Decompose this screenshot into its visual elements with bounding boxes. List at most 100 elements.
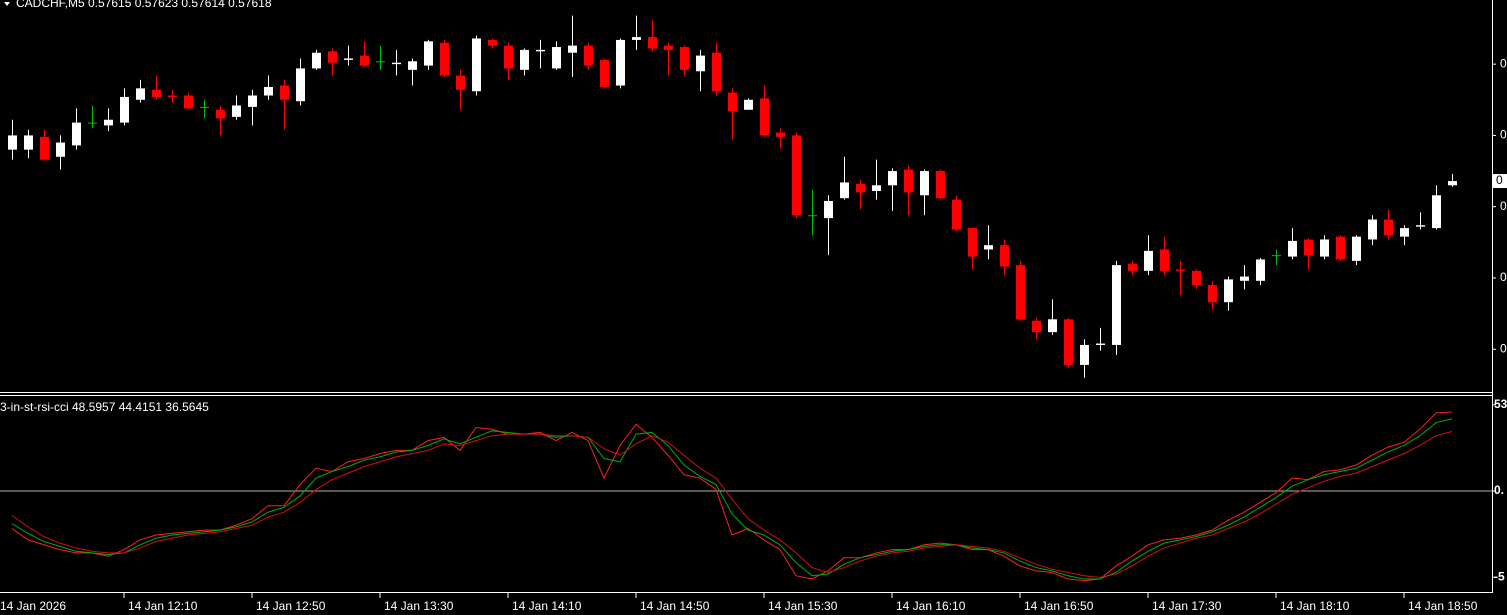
candle-body xyxy=(376,61,385,63)
last-price-box xyxy=(1493,174,1507,189)
indicator-line xyxy=(11,418,1453,580)
candle-body xyxy=(1320,239,1329,257)
candle-body xyxy=(792,135,801,216)
candle-body xyxy=(904,169,913,193)
x-tick-label: 14 Jan 14:10 xyxy=(512,599,582,613)
candle-body xyxy=(1096,343,1105,345)
candle-body xyxy=(744,99,753,110)
candle-body xyxy=(184,95,193,109)
candle-body xyxy=(728,92,737,112)
y-tick-label: 53 xyxy=(1494,397,1507,411)
candle-body xyxy=(600,59,609,87)
candle-body xyxy=(168,95,177,97)
candle-body xyxy=(408,61,417,70)
candle-body xyxy=(264,86,273,96)
candle-body xyxy=(696,55,705,72)
x-tick-label: 14 Jan 2026 xyxy=(0,599,66,613)
y-tick-label: 0 xyxy=(1500,341,1507,355)
candle-body xyxy=(824,200,833,219)
candle-body xyxy=(8,135,17,150)
candle-body xyxy=(1112,265,1121,345)
indicator-line xyxy=(11,411,1453,582)
candle-body xyxy=(664,45,673,50)
candle-body xyxy=(1240,276,1249,281)
candle-body xyxy=(328,51,337,63)
candle-body xyxy=(776,132,785,137)
y-tick-label: 0 xyxy=(1500,128,1507,142)
y-tick-label: 0 xyxy=(1500,199,1507,213)
candle-body xyxy=(1384,219,1393,236)
candle-body xyxy=(120,96,129,123)
candle-body xyxy=(504,45,513,69)
header-arrow xyxy=(4,2,10,6)
candle-body xyxy=(808,215,817,217)
candle-body xyxy=(40,136,49,160)
candle-body xyxy=(1192,270,1201,286)
candle-body xyxy=(24,135,33,150)
candle-body xyxy=(840,182,849,199)
candle-body xyxy=(1128,263,1137,271)
candle-body xyxy=(520,49,529,70)
candle-body xyxy=(568,45,577,53)
candle-body xyxy=(216,109,225,119)
x-tick-label: 14 Jan 17:30 xyxy=(1152,599,1222,613)
candle-body xyxy=(872,185,881,192)
candle-body xyxy=(1048,319,1057,333)
candle-body xyxy=(1272,255,1281,257)
y-tick-label: -5 xyxy=(1494,570,1505,584)
candle-body xyxy=(1080,344,1089,365)
candle-body xyxy=(248,95,257,107)
x-tick-label: 14 Jan 12:10 xyxy=(128,599,198,613)
candle-body xyxy=(232,105,241,117)
candle-body xyxy=(88,122,97,124)
candle-body xyxy=(1416,225,1425,227)
candle-body xyxy=(968,228,977,257)
x-tick-label: 14 Jan 15:30 xyxy=(768,599,838,613)
candle-body xyxy=(856,183,865,193)
candle-body xyxy=(1176,269,1185,271)
candle-body xyxy=(280,85,289,100)
candle-body xyxy=(488,39,497,46)
candle-body xyxy=(920,171,929,196)
x-tick-label: 14 Jan 12:50 xyxy=(256,599,326,613)
candle-body xyxy=(104,119,113,126)
candle-body xyxy=(1160,249,1169,271)
candle-body xyxy=(72,122,81,146)
candle-body xyxy=(616,39,625,86)
candle-body xyxy=(632,37,641,40)
last-price-label: 0 xyxy=(1496,173,1503,187)
candle-body xyxy=(1368,219,1377,240)
candle-body xyxy=(1256,259,1265,281)
candle-body xyxy=(344,58,353,60)
candle-body xyxy=(1288,240,1297,257)
chart-header: CADCHF,M5 0.57615 0.57623 0.57614 0.5761… xyxy=(16,0,272,10)
candle-body xyxy=(1064,319,1073,365)
candle-body xyxy=(1000,245,1009,267)
candle-body xyxy=(1304,239,1313,256)
x-tick-label: 14 Jan 18:50 xyxy=(1408,599,1478,613)
candle-body xyxy=(56,142,65,157)
candle-body xyxy=(552,47,561,69)
candle-body xyxy=(936,171,945,199)
candle-body xyxy=(440,42,449,76)
candle-body xyxy=(1144,250,1153,271)
candle-body xyxy=(680,47,689,70)
candle-body xyxy=(648,37,657,49)
candle-body xyxy=(888,171,897,186)
candle-body xyxy=(1224,279,1233,303)
x-tick-label: 14 Jan 13:30 xyxy=(384,599,454,613)
candle-body xyxy=(536,49,545,52)
candle-body xyxy=(1432,195,1441,229)
x-tick-label: 14 Jan 16:50 xyxy=(1024,599,1094,613)
candle-body xyxy=(1336,236,1345,260)
candle-body xyxy=(1032,320,1041,333)
x-tick-label: 14 Jan 16:10 xyxy=(896,599,966,613)
x-tick-label: 14 Jan 14:50 xyxy=(640,599,710,613)
candle-body xyxy=(1448,181,1457,186)
candle-body xyxy=(424,41,433,66)
candle-body xyxy=(456,75,465,90)
y-tick-label: 0 xyxy=(1500,270,1507,284)
x-tick-label: 14 Jan 18:10 xyxy=(1280,599,1350,613)
